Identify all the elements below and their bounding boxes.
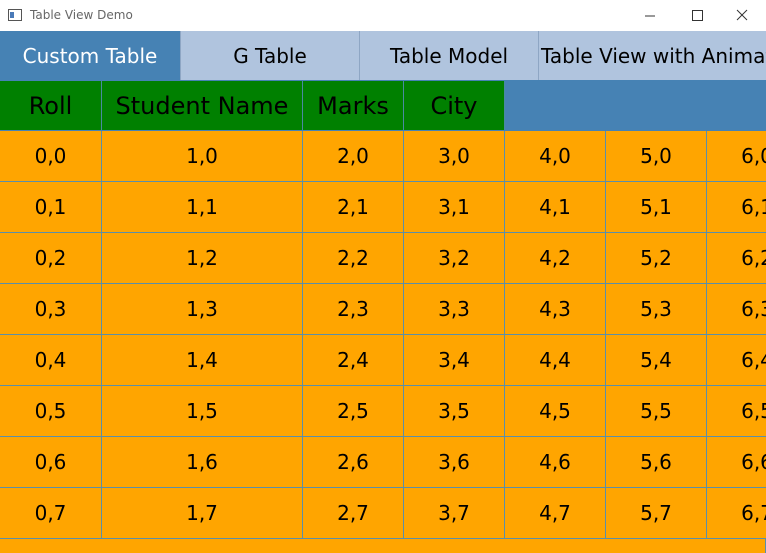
table-cell[interactable]: 6,7: [707, 488, 766, 539]
table-cell[interactable]: 3,5: [404, 386, 505, 437]
table-cell[interactable]: 1,6: [102, 437, 303, 488]
table-cell[interactable]: 5,7: [606, 488, 707, 539]
table-cell[interactable]: 2,1: [303, 182, 404, 233]
table-cell[interactable]: 0,5: [0, 386, 102, 437]
table-cell[interactable]: 6,4: [707, 335, 766, 386]
window-title: Table View Demo: [30, 8, 133, 22]
table-cell[interactable]: 5,5: [606, 386, 707, 437]
table-cell[interactable]: 2,0: [303, 131, 404, 182]
table-cell[interactable]: 6,5: [707, 386, 766, 437]
table-cell[interactable]: 3,2: [404, 233, 505, 284]
table-cell[interactable]: 4,6: [505, 437, 606, 488]
tab[interactable]: G Table: [181, 31, 360, 80]
table-cell[interactable]: 6,3: [707, 284, 766, 335]
table-cell[interactable]: 5,1: [606, 182, 707, 233]
table-cell[interactable]: 6,0: [707, 131, 766, 182]
table-cell[interactable]: 0,2: [0, 233, 102, 284]
tab[interactable]: Custom Table: [0, 31, 181, 80]
title-bar: Table View Demo: [0, 0, 766, 31]
table-cell[interactable]: 4,7: [505, 488, 606, 539]
table-cell[interactable]: 5,2: [606, 233, 707, 284]
table-cell[interactable]: 2,6: [303, 437, 404, 488]
table-cell[interactable]: 2,3: [303, 284, 404, 335]
partial-row: [0, 539, 766, 553]
table-cell[interactable]: 4,2: [505, 233, 606, 284]
window-controls[interactable]: [640, 6, 760, 26]
table-cell[interactable]: 3,4: [404, 335, 505, 386]
table-cell[interactable]: 1,4: [102, 335, 303, 386]
table-cell[interactable]: 0,0: [0, 131, 102, 182]
tab[interactable]: Table Model: [360, 31, 539, 80]
table-cell[interactable]: 4,4: [505, 335, 606, 386]
table-cell[interactable]: 0,4: [0, 335, 102, 386]
table-cell[interactable]: 5,3: [606, 284, 707, 335]
table-cell[interactable]: 3,7: [404, 488, 505, 539]
table-cell[interactable]: 6,2: [707, 233, 766, 284]
table-cell[interactable]: 3,0: [404, 131, 505, 182]
column-header[interactable]: Roll: [0, 81, 102, 130]
table-cell[interactable]: 4,3: [505, 284, 606, 335]
table-cell[interactable]: 2,7: [303, 488, 404, 539]
column-header[interactable]: Student Name: [102, 81, 303, 130]
column-header[interactable]: Marks: [303, 81, 404, 130]
table-cell[interactable]: 6,6: [707, 437, 766, 488]
table-cell[interactable]: 0,7: [0, 488, 102, 539]
table-cell[interactable]: 2,2: [303, 233, 404, 284]
column-header[interactable]: City: [404, 81, 505, 130]
table-cell[interactable]: 1,1: [102, 182, 303, 233]
table-cell[interactable]: 5,6: [606, 437, 707, 488]
table-cell[interactable]: 5,0: [606, 131, 707, 182]
table-cell[interactable]: 3,3: [404, 284, 505, 335]
table-cell[interactable]: 1,0: [102, 131, 303, 182]
app-icon: [8, 9, 22, 21]
table-cell[interactable]: 4,5: [505, 386, 606, 437]
table-cell[interactable]: 2,5: [303, 386, 404, 437]
table-cell[interactable]: 1,5: [102, 386, 303, 437]
table-cell[interactable]: 3,6: [404, 437, 505, 488]
table-cell[interactable]: 3,1: [404, 182, 505, 233]
table-cell[interactable]: 1,2: [102, 233, 303, 284]
tab[interactable]: Table View with Animati: [539, 31, 766, 80]
table-cell[interactable]: 2,4: [303, 335, 404, 386]
table-cell[interactable]: 4,0: [505, 131, 606, 182]
table-cell[interactable]: 1,3: [102, 284, 303, 335]
table-cell[interactable]: 0,3: [0, 284, 102, 335]
table-cell[interactable]: 0,6: [0, 437, 102, 488]
table-cell[interactable]: 4,1: [505, 182, 606, 233]
table-cell[interactable]: 0,1: [0, 182, 102, 233]
table-cell[interactable]: 1,7: [102, 488, 303, 539]
table-cell[interactable]: 5,4: [606, 335, 707, 386]
table-cell[interactable]: 6,1: [707, 182, 766, 233]
